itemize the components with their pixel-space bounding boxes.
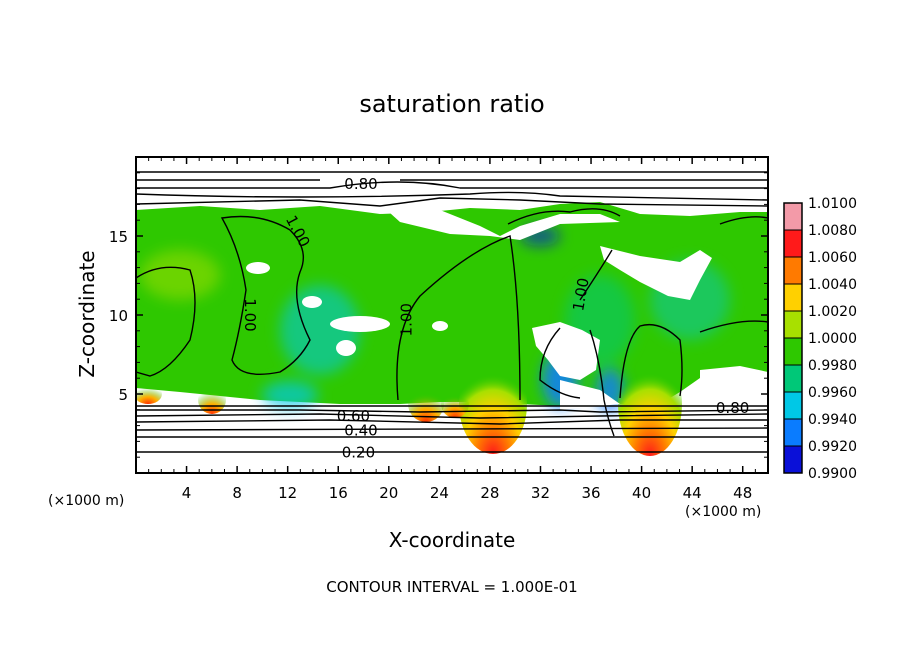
x-tick-label: 24 [430,484,449,502]
x-tick-label: 36 [581,484,600,502]
white-hole [246,262,270,274]
colorbar-swatch [784,419,802,447]
white-hole [600,246,712,300]
x-tick-label: 4 [182,484,192,502]
colorbar-label: 0.9920 [808,439,857,455]
colorbar-label: 0.9980 [808,358,857,374]
colorbar-label: 1.0080 [808,223,857,239]
contour-line [136,197,768,207]
white-hole [336,340,356,356]
x-tick-label: 20 [379,484,398,502]
colorbar-label: 0.9900 [808,466,857,482]
contour-line [579,249,615,437]
contour-line [136,191,768,201]
contour-line [136,266,196,377]
x-axis-title: X-coordinate [389,528,516,552]
contour-line [136,181,768,189]
colorbar-swatch [784,257,802,285]
contour-line [699,320,768,333]
x-tick-label: 16 [329,484,348,502]
colorbar-label: 0.9940 [808,412,857,428]
contour-line [619,323,683,399]
plume [459,354,527,454]
lightgreen-patch [140,250,220,300]
white-hole [380,204,620,240]
contour-lines [136,171,768,453]
x-tick-label: 44 [683,484,702,502]
contour-label: 1.00 [241,298,259,331]
contour-label: 0.80 [716,399,749,417]
white-hole [330,316,390,332]
x-tick-label: 32 [531,484,550,502]
colorbar-label: 1.0060 [808,250,857,266]
contour-line [396,235,521,401]
x-tick-label: 12 [278,484,297,502]
colorbar: 1.0100 1.0080 1.0060 1.0040 1.0020 1.0000 0.99… [783,196,857,482]
white-hole [532,322,600,380]
colorbar-label: 1.0020 [808,304,857,320]
colorbar-swatch [784,311,802,339]
contour-label: 0.80 [344,175,377,193]
plume [618,352,682,456]
white-hole [700,366,768,404]
contour-interval-note: CONTOUR INTERVAL = 1.000E-01 [326,578,577,596]
colorbar-label: 0.9960 [808,385,857,401]
x-tick-label: 48 [733,484,752,502]
contour-line [136,427,768,431]
contour-line [719,216,768,225]
colorbar-swatch [784,365,802,393]
x-tick-label: 28 [480,484,499,502]
x-tick-label: 40 [632,484,651,502]
y-ticks: 5 10 15 [109,172,768,458]
plume [441,390,469,418]
contour-line [220,215,311,375]
contour-label: 0.20 [342,443,375,461]
colorbar-swatch [784,392,802,420]
chart-title: saturation ratio [359,90,544,118]
subsaturated-holes [246,204,768,410]
y-tick-label: 5 [118,386,128,404]
colorbar-swatch [784,230,802,258]
x-tick-label: 8 [232,484,242,502]
contour-line [539,327,581,399]
plot-area: 0.801.001.00 1.001.000.800.600.400.20 [136,157,768,473]
contour-labels: 0.801.001.00 1.001.000.800.600.400.20 [241,175,750,462]
x-unit-label: (×1000 m) [685,504,761,520]
colorbar-label: 1.0000 [808,331,857,347]
contour-line [507,208,621,225]
contour-label: 0.40 [344,421,377,439]
colorbar-label: 1.0100 [808,196,857,212]
contour-label: 1.00 [397,303,415,336]
z-unit-label: (×1000 m) [48,493,124,509]
colorbar-swatch [784,338,802,366]
contour-line [136,413,768,419]
contour-label: 0.60 [337,407,370,425]
contour-label: 1.00 [569,276,593,312]
colorbar-swatch [784,446,802,474]
x-ticks: 4 8 12 16 20 24 28 32 36 40 44 48 [148,157,756,502]
colorbar-swatch [784,203,802,231]
plume [408,386,444,422]
y-axis-title: Z-coordinate [75,250,99,377]
cyan-patch [262,381,318,409]
plume [136,384,162,404]
colorbar-label: 1.0040 [808,277,857,293]
white-hole [432,321,448,331]
contour-line [136,409,768,413]
contour-line [136,419,768,425]
y-tick-label: 15 [109,228,128,246]
y-tick-label: 10 [109,307,128,325]
colorbar-swatch [784,284,802,312]
white-hole [302,296,322,308]
plume [198,386,226,414]
